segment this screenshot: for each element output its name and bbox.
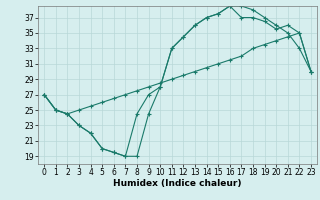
X-axis label: Humidex (Indice chaleur): Humidex (Indice chaleur) xyxy=(113,179,242,188)
